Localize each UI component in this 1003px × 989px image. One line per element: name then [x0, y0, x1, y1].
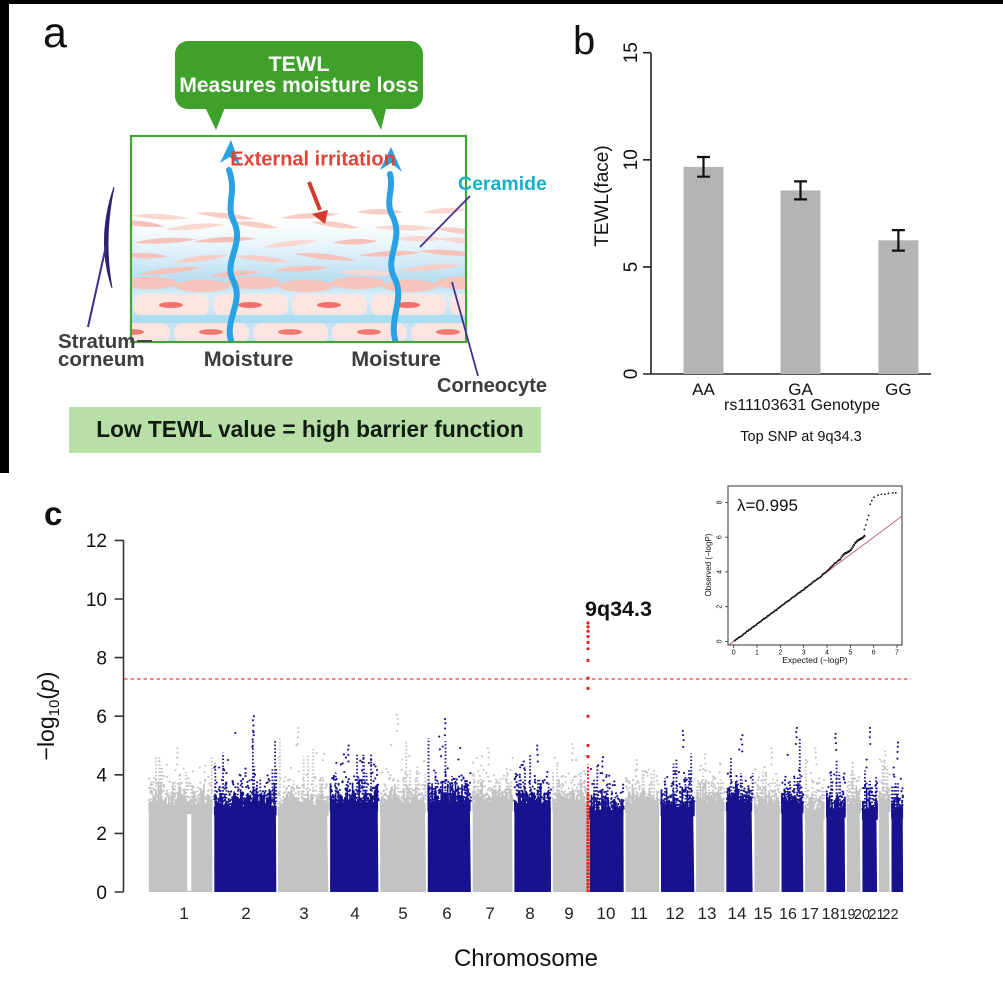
svg-text:9q34.3: 9q34.3 [585, 597, 652, 621]
svg-text:19: 19 [839, 907, 855, 923]
svg-text:Moisture: Moisture [204, 347, 294, 371]
svg-text:a: a [43, 9, 67, 57]
svg-text:Stratum: Stratum [58, 330, 135, 353]
svg-text:17: 17 [801, 906, 819, 923]
svg-text:9: 9 [564, 904, 573, 923]
svg-text:12: 12 [666, 904, 685, 923]
svg-text:0: 0 [717, 639, 724, 643]
svg-text:16: 16 [779, 906, 797, 923]
svg-text:6: 6 [442, 904, 451, 923]
svg-text:13: 13 [698, 904, 717, 923]
svg-text:4: 4 [717, 570, 724, 574]
svg-text:21: 21 [868, 907, 884, 923]
svg-text:6: 6 [717, 535, 724, 539]
svg-text:b: b [573, 19, 595, 63]
svg-text:TEWL(face): TEWL(face) [592, 145, 613, 246]
svg-text:1: 1 [179, 904, 188, 923]
svg-text:3: 3 [299, 904, 308, 923]
svg-text:Expected (−logP): Expected (−logP) [782, 655, 848, 665]
svg-text:7: 7 [895, 650, 899, 657]
svg-text:20: 20 [854, 907, 870, 923]
svg-text:Measures moisture loss: Measures moisture loss [179, 74, 418, 97]
svg-text:3: 3 [802, 650, 806, 657]
svg-text:corneum: corneum [58, 348, 145, 371]
svg-text:Moisture: Moisture [351, 347, 441, 371]
svg-text:Low TEWL value = high barrier: Low TEWL value = high barrier function [96, 416, 524, 442]
svg-text:15: 15 [754, 904, 773, 923]
svg-text:8: 8 [525, 904, 534, 923]
svg-text:10: 10 [86, 590, 107, 611]
svg-text:5: 5 [848, 650, 852, 657]
svg-text:22: 22 [882, 907, 898, 923]
svg-text:7: 7 [485, 904, 494, 923]
svg-text:External irritation: External irritation [230, 149, 396, 171]
svg-text:2: 2 [241, 904, 250, 923]
svg-text:λ=0.995: λ=0.995 [737, 496, 798, 515]
svg-text:Observed (−logP): Observed (−logP) [704, 533, 713, 596]
svg-text:8: 8 [96, 648, 107, 669]
svg-text:4: 4 [825, 650, 829, 657]
svg-text:5: 5 [621, 262, 642, 273]
svg-text:2: 2 [96, 824, 107, 845]
svg-text:4: 4 [96, 766, 107, 787]
svg-text:6: 6 [96, 707, 107, 728]
svg-text:2: 2 [717, 605, 724, 609]
svg-text:GA: GA [788, 380, 813, 399]
svg-text:1: 1 [755, 650, 759, 657]
svg-text:6: 6 [872, 650, 876, 657]
svg-text:12: 12 [86, 531, 107, 552]
svg-text:10: 10 [597, 904, 616, 923]
svg-text:Corneocyte: Corneocyte [437, 375, 547, 397]
svg-text:0: 0 [96, 883, 107, 904]
svg-text:TEWL: TEWL [269, 52, 330, 76]
svg-text:0: 0 [621, 369, 642, 380]
svg-text:11: 11 [630, 904, 648, 923]
svg-text:GG: GG [885, 380, 911, 399]
svg-text:c: c [44, 495, 62, 532]
svg-text:18: 18 [822, 906, 840, 923]
svg-text:8: 8 [717, 500, 724, 504]
svg-text:14: 14 [728, 904, 747, 923]
svg-text:Ceramide: Ceramide [458, 173, 547, 195]
svg-text:Top SNP at 9q34.3: Top SNP at 9q34.3 [740, 429, 861, 445]
svg-text:4: 4 [350, 904, 359, 923]
svg-text:rs11103631 Genotype: rs11103631 Genotype [724, 397, 880, 414]
svg-text:5: 5 [398, 904, 407, 923]
svg-text:15: 15 [621, 42, 642, 63]
svg-text:0: 0 [732, 650, 736, 657]
svg-text:AA: AA [692, 380, 715, 399]
svg-text:Chromosome: Chromosome [454, 945, 598, 972]
svg-text:10: 10 [621, 149, 642, 170]
svg-text:2: 2 [778, 650, 782, 657]
